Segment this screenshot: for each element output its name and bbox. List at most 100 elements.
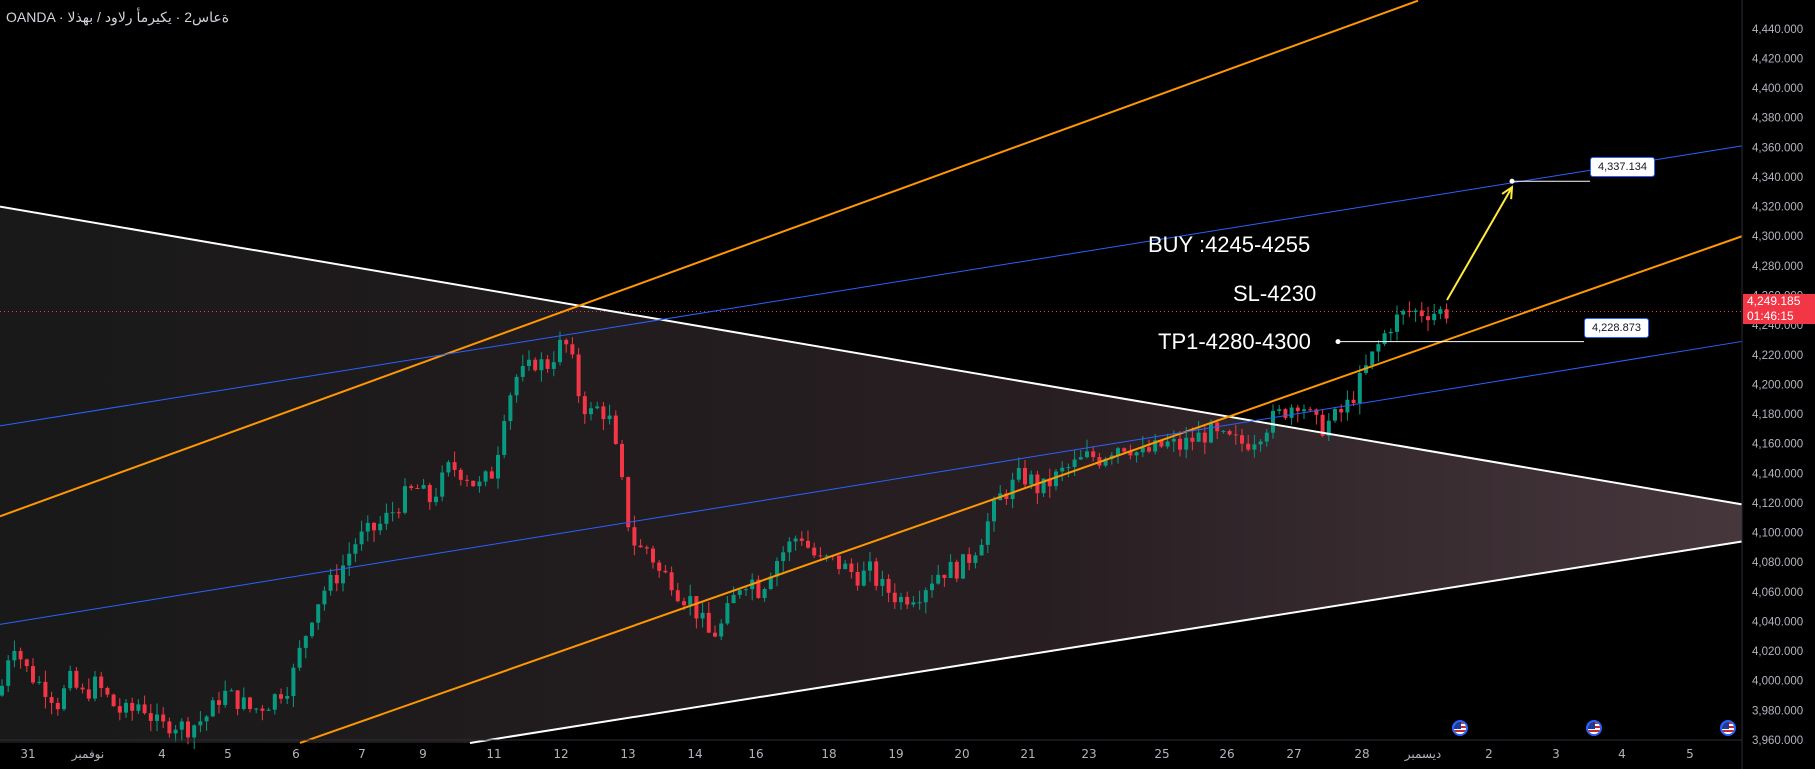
candle-down bbox=[1240, 435, 1244, 444]
candle-down bbox=[533, 359, 538, 371]
candle-down bbox=[1023, 467, 1027, 485]
y-tick-label: 4,340.000 bbox=[1752, 172, 1803, 184]
candle-up bbox=[291, 667, 296, 696]
candle-down bbox=[1339, 409, 1344, 413]
candle-down bbox=[217, 700, 221, 705]
candle-down bbox=[1308, 409, 1313, 411]
candle-down bbox=[396, 512, 401, 514]
candle-down bbox=[570, 344, 575, 355]
candle-down bbox=[886, 578, 891, 593]
candle-down bbox=[161, 714, 166, 722]
x-tick-label: 4 bbox=[1618, 747, 1626, 761]
candle-down bbox=[632, 527, 637, 546]
candle-up bbox=[744, 589, 748, 591]
y-tick-label: 4,280.000 bbox=[1752, 261, 1803, 273]
candle-up bbox=[520, 365, 525, 377]
candle-down bbox=[24, 659, 29, 667]
candle-down bbox=[55, 702, 60, 710]
us-flag-icon[interactable] bbox=[1720, 720, 1736, 736]
candle-up bbox=[1029, 474, 1034, 485]
candle-up bbox=[992, 500, 996, 522]
candle-up bbox=[1078, 457, 1083, 460]
candle-down bbox=[235, 690, 240, 709]
x-tick-label: 7 bbox=[358, 747, 366, 761]
orange-channel-upper bbox=[0, 0, 1419, 518]
mid-price-label[interactable]: 4,228.873 bbox=[1584, 318, 1649, 338]
candle-up bbox=[880, 578, 885, 586]
candle-up bbox=[502, 421, 507, 455]
candle-down bbox=[663, 570, 668, 573]
candle-down bbox=[967, 554, 972, 563]
candle-up bbox=[390, 512, 395, 514]
candle-up bbox=[285, 695, 290, 699]
candle-up bbox=[347, 553, 352, 566]
x-tick-label: 16 bbox=[748, 747, 763, 761]
candle-up bbox=[303, 636, 308, 648]
candle-up bbox=[899, 596, 903, 603]
candle-up bbox=[266, 709, 271, 711]
candle-up bbox=[725, 603, 730, 624]
candle-up bbox=[861, 570, 866, 586]
candle-down bbox=[260, 708, 265, 711]
candle-up bbox=[1085, 451, 1089, 458]
us-flag-icon[interactable] bbox=[1452, 720, 1468, 736]
candle-down bbox=[1159, 440, 1164, 447]
us-flag-icon[interactable] bbox=[1586, 720, 1602, 736]
candle-down bbox=[130, 702, 135, 711]
y-tick-label: 4,100.000 bbox=[1752, 528, 1803, 540]
candle-up bbox=[1103, 458, 1108, 466]
candle-down bbox=[669, 572, 674, 591]
candle-down bbox=[334, 574, 339, 584]
y-tick-label: 4,220.000 bbox=[1752, 350, 1803, 362]
y-tick-label: 4,000.000 bbox=[1752, 676, 1803, 688]
candle-up bbox=[353, 544, 358, 554]
buy-annotation[interactable]: BUY :4245-4255 bbox=[1148, 232, 1311, 257]
projection-arrow bbox=[1446, 186, 1513, 301]
candle-up bbox=[595, 406, 600, 409]
candle-up bbox=[434, 496, 438, 503]
candle-up bbox=[917, 602, 922, 604]
candle-down bbox=[279, 694, 283, 699]
candle-down bbox=[620, 443, 624, 478]
candle-up bbox=[1209, 422, 1213, 443]
candle-down bbox=[545, 359, 550, 369]
tp-annotation[interactable]: TP1-4280-4300 bbox=[1158, 329, 1311, 354]
mid-level-point bbox=[1335, 339, 1341, 345]
candle-up bbox=[508, 395, 513, 422]
x-tick-label: 11 bbox=[486, 747, 501, 761]
candle-up bbox=[6, 660, 11, 686]
sl-annotation[interactable]: SL-4230 bbox=[1233, 281, 1317, 306]
candle-down bbox=[31, 666, 35, 683]
candle-up bbox=[762, 589, 767, 598]
candle-up bbox=[272, 694, 277, 710]
candle-up bbox=[824, 555, 829, 557]
candle-up bbox=[551, 362, 556, 369]
x-tick-label: 6 bbox=[292, 747, 300, 761]
candle-down bbox=[415, 488, 420, 490]
candle-up bbox=[477, 481, 482, 487]
target-price-label[interactable]: 4,337.134 bbox=[1590, 157, 1655, 177]
y-tick-label: 4,040.000 bbox=[1752, 616, 1803, 628]
candle-up bbox=[1370, 351, 1375, 366]
x-tick-label: 19 bbox=[888, 747, 903, 761]
countdown-timer: 01:46:15 bbox=[1747, 309, 1794, 323]
candle-up bbox=[1010, 479, 1015, 499]
candle-up bbox=[322, 590, 327, 605]
candle-up bbox=[62, 688, 66, 710]
candle-down bbox=[1178, 438, 1182, 450]
candle-down bbox=[49, 697, 54, 703]
candle-up bbox=[787, 541, 792, 553]
candle-up bbox=[1432, 313, 1437, 321]
candle-up bbox=[254, 708, 259, 710]
candle-up bbox=[923, 590, 928, 603]
x-tick-label: 2 bbox=[1485, 747, 1493, 761]
candle-up bbox=[1271, 410, 1275, 433]
triangle-pattern-fill bbox=[0, 206, 1742, 743]
x-tick-label: 28 bbox=[1354, 747, 1369, 761]
candle-down bbox=[1202, 432, 1207, 443]
candle-up bbox=[781, 552, 786, 562]
candle-down bbox=[644, 547, 649, 549]
candle-down bbox=[638, 545, 643, 548]
candle-up bbox=[607, 415, 612, 420]
